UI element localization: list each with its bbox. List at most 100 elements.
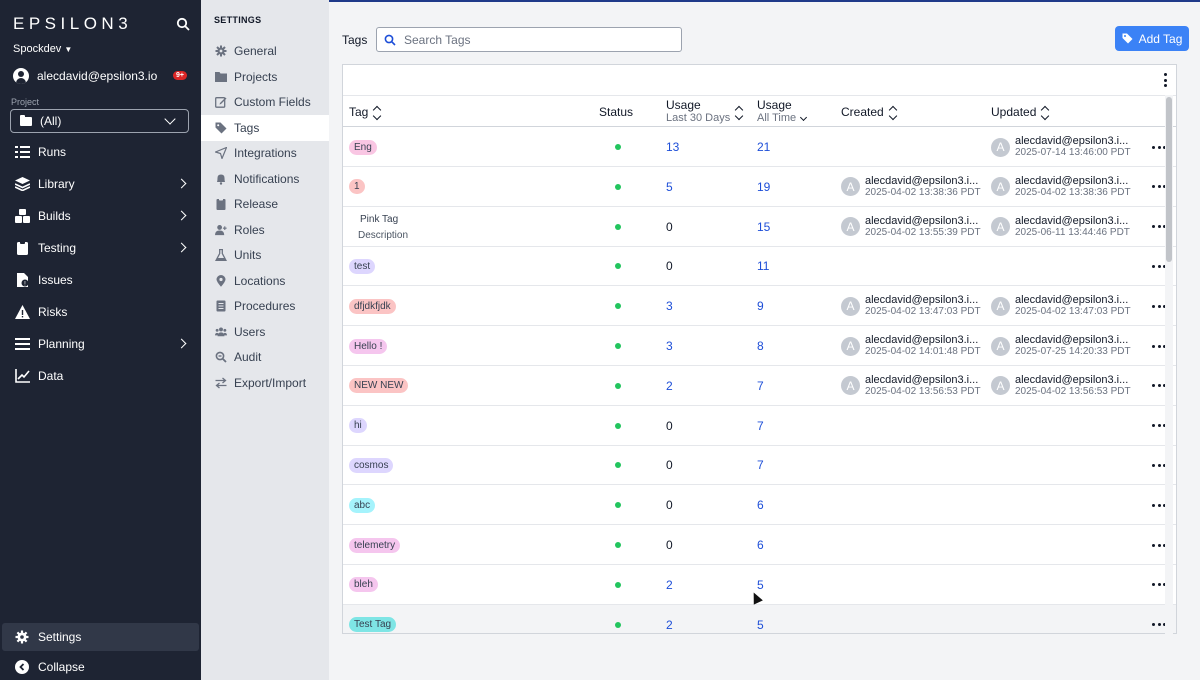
tag-pill[interactable]: NEW NEW: [349, 378, 409, 394]
search-box[interactable]: [376, 27, 682, 52]
notification-badge[interactable]: 9+: [173, 71, 187, 80]
row-actions-icon[interactable]: [1152, 538, 1166, 552]
nav-settings[interactable]: Settings: [2, 623, 199, 651]
table-options-icon[interactable]: [1159, 73, 1171, 87]
tag-pill[interactable]: abc: [349, 497, 376, 513]
usageall-value[interactable]: 21: [757, 140, 771, 154]
settings-item-integrations[interactable]: Integrations: [201, 140, 329, 166]
usageall-value[interactable]: 11: [757, 259, 770, 274]
row-actions-icon[interactable]: [1152, 299, 1166, 313]
add-tag-button[interactable]: Add Tag: [1115, 26, 1189, 51]
settings-item-units[interactable]: Units: [201, 242, 329, 268]
usage30-value[interactable]: 13: [666, 140, 680, 154]
tag-pill[interactable]: Test Tag: [349, 617, 397, 633]
settings-item-locations[interactable]: Locations: [201, 268, 329, 294]
col-usage30-header[interactable]: Usage Last 30 Days: [666, 96, 744, 128]
nav-item-issues[interactable]: ! Issues: [0, 266, 201, 294]
nav-item-testing[interactable]: Testing: [0, 234, 201, 262]
table-row[interactable]: cosmos 0 7: [343, 445, 1176, 486]
tag-pill[interactable]: dfjdkfjdk: [349, 298, 396, 314]
nav-item-planning[interactable]: Planning: [0, 330, 201, 358]
usageall-value[interactable]: 19: [757, 179, 771, 194]
settings-item-custom-fields[interactable]: Custom Fields: [201, 89, 329, 115]
tag-pill[interactable]: cosmos: [349, 457, 394, 473]
usageall-value[interactable]: 7: [757, 458, 764, 473]
usage30-value[interactable]: 5: [666, 179, 673, 194]
tag-pill[interactable]: telemetry: [349, 537, 401, 553]
row-actions-icon[interactable]: [1152, 618, 1166, 632]
usage30-value[interactable]: 3: [666, 339, 673, 353]
table-row[interactable]: abc 0 6: [343, 485, 1176, 526]
row-actions-icon[interactable]: [1152, 458, 1166, 472]
scrollbar-thumb[interactable]: [1166, 97, 1172, 262]
col-usageall-header[interactable]: Usage All Time: [757, 96, 808, 128]
settings-item-export-import[interactable]: Export/Import: [201, 370, 329, 396]
tag-pill[interactable]: Hello !: [349, 338, 388, 354]
usageall-value[interactable]: 8: [757, 339, 764, 353]
usage30-value[interactable]: 2: [666, 378, 673, 393]
table-scrollbar[interactable]: [1165, 95, 1173, 635]
row-actions-icon[interactable]: [1152, 379, 1166, 393]
project-select[interactable]: (All): [10, 109, 189, 133]
usage30-value[interactable]: 2: [666, 617, 673, 632]
settings-item-general[interactable]: General: [201, 38, 329, 64]
table-row[interactable]: test 0 11: [343, 246, 1176, 287]
row-actions-icon[interactable]: [1152, 339, 1166, 353]
row-actions-icon[interactable]: [1152, 140, 1166, 154]
settings-item-projects[interactable]: Projects: [201, 64, 329, 90]
row-actions-icon[interactable]: [1152, 578, 1166, 592]
logo[interactable]: EPSILON3: [13, 14, 133, 33]
nav-item-runs[interactable]: Runs: [0, 138, 201, 166]
settings-item-users[interactable]: Users: [201, 319, 329, 345]
table-row[interactable]: bleh 2 5: [343, 565, 1176, 605]
usageall-value[interactable]: 5: [757, 617, 764, 632]
usageall-value[interactable]: 6: [757, 498, 764, 513]
col-updated-header[interactable]: Updated: [991, 96, 1050, 128]
search-input[interactable]: [404, 32, 664, 47]
tag-pill[interactable]: bleh: [349, 577, 378, 593]
row-actions-icon[interactable]: [1152, 498, 1166, 512]
row-actions-icon[interactable]: [1152, 259, 1166, 273]
row-actions-icon[interactable]: [1152, 180, 1166, 194]
usageall-value[interactable]: 7: [757, 418, 764, 433]
col-tag-header[interactable]: Tag: [349, 96, 382, 128]
usage30-value[interactable]: 3: [666, 299, 673, 314]
search-icon[interactable]: [176, 17, 190, 31]
settings-item-tags[interactable]: Tags: [201, 114, 329, 141]
usage30-value[interactable]: 2: [666, 577, 673, 592]
tag-pill[interactable]: 1: [349, 179, 365, 195]
tag-pill[interactable]: hi: [349, 418, 367, 434]
tag-pill[interactable]: test: [349, 258, 376, 274]
nav-item-library[interactable]: Library: [0, 170, 201, 198]
user-menu[interactable]: alecdavid@epsilon3.io: [13, 68, 157, 84]
usageall-value[interactable]: 6: [757, 538, 764, 552]
settings-item-notifications[interactable]: Notifications: [201, 166, 329, 192]
usageall-value[interactable]: 7: [757, 378, 764, 393]
settings-item-procedures[interactable]: Procedures: [201, 293, 329, 319]
usageall-value[interactable]: 5: [757, 577, 764, 592]
tag-pill[interactable]: Pink Tag: [355, 211, 404, 227]
col-created-header[interactable]: Created: [841, 96, 898, 128]
workspace-switcher[interactable]: Spockdev ▼: [13, 43, 72, 55]
usageall-value[interactable]: 15: [757, 219, 771, 234]
table-row[interactable]: hi 0 7: [343, 406, 1176, 446]
row-actions-icon[interactable]: [1152, 419, 1166, 433]
nav-collapse[interactable]: Collapse: [0, 653, 201, 680]
col-status-header[interactable]: Status: [599, 96, 633, 128]
tag-pill[interactable]: Eng: [349, 139, 377, 155]
nav-item-risks[interactable]: Risks: [0, 298, 201, 326]
nav-item-builds[interactable]: Builds: [0, 202, 201, 230]
usageall-value[interactable]: 9: [757, 299, 764, 314]
table-row[interactable]: telemetry 0 6: [343, 525, 1176, 565]
table-row[interactable]: Test Tag 2 5: [343, 604, 1176, 633]
settings-item-release[interactable]: Release: [201, 191, 329, 217]
row-actions-icon[interactable]: [1152, 220, 1166, 234]
settings-item-roles[interactable]: Roles: [201, 217, 329, 243]
settings-item-audit[interactable]: Audit: [201, 344, 329, 370]
